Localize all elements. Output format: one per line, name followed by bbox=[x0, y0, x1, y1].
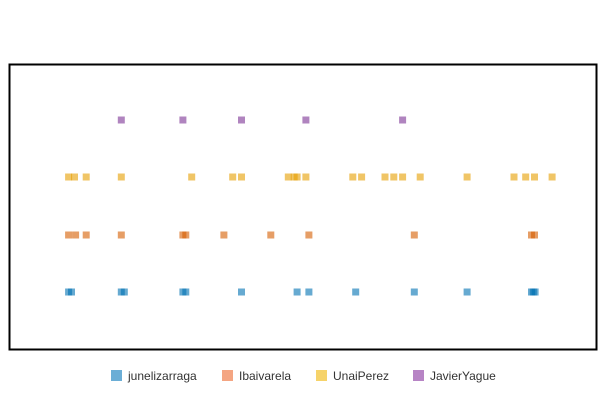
plot-marks bbox=[65, 116, 556, 296]
point-unaiperez-21 bbox=[548, 173, 556, 181]
point-unaiperez-2 bbox=[82, 173, 90, 181]
legend-item-junelizarraga[interactable]: junelizarraga bbox=[111, 369, 197, 383]
point-junelizarraga-6 bbox=[238, 288, 245, 296]
legend-item-javieryague[interactable]: JavierYague bbox=[413, 369, 496, 383]
legend-swatch-junelizarraga bbox=[111, 370, 122, 381]
point-unaiperez-0 bbox=[65, 173, 73, 181]
legend-swatch-javieryague bbox=[413, 370, 424, 381]
point-unaiperez-3 bbox=[117, 173, 125, 181]
point-unaiperez-1 bbox=[71, 173, 78, 181]
point-unaiperez-14 bbox=[390, 173, 398, 181]
point-ibaivarela-2 bbox=[82, 231, 90, 239]
point-junelizarraga-3 bbox=[120, 288, 128, 296]
legend-item-ibaivarela[interactable]: Ibaivarela bbox=[222, 369, 291, 383]
point-unaiperez-6 bbox=[238, 173, 245, 181]
legend-swatch-unaiperez bbox=[316, 370, 327, 381]
point-unaiperez-18 bbox=[510, 173, 518, 181]
point-ibaivarela-11 bbox=[531, 231, 538, 239]
point-javieryague-4 bbox=[399, 116, 407, 124]
point-junelizarraga-7 bbox=[293, 288, 301, 296]
point-unaiperez-11 bbox=[349, 173, 357, 181]
point-junelizarraga-8 bbox=[305, 288, 313, 296]
point-junelizarraga-1 bbox=[68, 288, 75, 296]
plot-frame bbox=[8, 63, 598, 351]
point-junelizarraga-14 bbox=[531, 288, 539, 296]
point-ibaivarela-3 bbox=[117, 231, 125, 239]
point-unaiperez-19 bbox=[522, 173, 530, 181]
point-unaiperez-9 bbox=[293, 173, 301, 181]
point-javieryague-3 bbox=[302, 116, 310, 124]
point-ibaivarela-0 bbox=[65, 231, 73, 239]
legend-label-unaiperez: UnaiPerez bbox=[333, 369, 389, 383]
point-javieryague-2 bbox=[238, 116, 245, 124]
point-ibaivarela-5 bbox=[182, 231, 190, 239]
legend-item-unaiperez[interactable]: UnaiPerez bbox=[316, 369, 389, 383]
legend-swatch-ibaivarela bbox=[222, 370, 233, 381]
point-junelizarraga-5 bbox=[182, 288, 190, 296]
point-unaiperez-17 bbox=[463, 173, 471, 181]
legend: junelizarraga Ibaivarela UnaiPerez Javie… bbox=[111, 369, 496, 383]
point-unaiperez-16 bbox=[416, 173, 424, 181]
point-junelizarraga-11 bbox=[463, 288, 471, 296]
legend-label-junelizarraga: junelizarraga bbox=[127, 369, 197, 383]
point-ibaivarela-7 bbox=[267, 231, 275, 239]
point-unaiperez-5 bbox=[229, 173, 237, 181]
point-unaiperez-7 bbox=[284, 173, 292, 181]
legend-label-javieryague: JavierYague bbox=[430, 369, 496, 383]
point-javieryague-0 bbox=[117, 116, 125, 124]
point-unaiperez-15 bbox=[399, 173, 407, 181]
point-junelizarraga-10 bbox=[410, 288, 418, 296]
point-ibaivarela-8 bbox=[305, 231, 313, 239]
point-ibaivarela-6 bbox=[220, 231, 228, 239]
point-unaiperez-4 bbox=[188, 173, 196, 181]
point-unaiperez-10 bbox=[302, 173, 310, 181]
point-javieryague-1 bbox=[179, 116, 187, 124]
point-unaiperez-20 bbox=[531, 173, 538, 181]
point-unaiperez-12 bbox=[358, 173, 366, 181]
point-junelizarraga-9 bbox=[352, 288, 360, 296]
point-ibaivarela-1 bbox=[72, 231, 80, 239]
legend-label-ibaivarela: Ibaivarela bbox=[239, 369, 291, 383]
point-ibaivarela-9 bbox=[410, 231, 418, 239]
point-unaiperez-13 bbox=[381, 173, 389, 181]
